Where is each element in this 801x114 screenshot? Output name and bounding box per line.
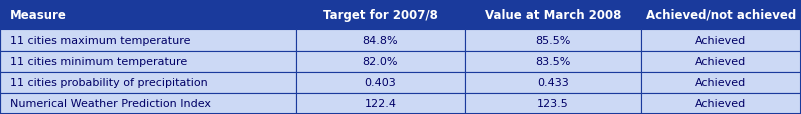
Bar: [465, 51, 641, 72]
Bar: [465, 93, 641, 114]
Text: 84.8%: 84.8%: [363, 36, 398, 46]
Text: Achieved: Achieved: [695, 57, 747, 67]
Text: Achieved/not achieved: Achieved/not achieved: [646, 9, 796, 22]
Text: 122.4: 122.4: [364, 99, 396, 109]
Bar: [641, 72, 801, 93]
Text: Measure: Measure: [10, 9, 66, 22]
Text: 0.403: 0.403: [364, 78, 396, 88]
Bar: [0, 72, 296, 93]
Bar: [641, 93, 801, 114]
Bar: [0, 0, 296, 30]
Text: 11 cities minimum temperature: 11 cities minimum temperature: [10, 57, 187, 67]
Text: 85.5%: 85.5%: [535, 36, 570, 46]
Text: Value at March 2008: Value at March 2008: [485, 9, 621, 22]
Bar: [296, 51, 465, 72]
Bar: [296, 0, 465, 30]
Bar: [0, 51, 296, 72]
Bar: [296, 72, 465, 93]
Text: Achieved: Achieved: [695, 36, 747, 46]
Text: 83.5%: 83.5%: [535, 57, 570, 67]
Text: 11 cities probability of precipitation: 11 cities probability of precipitation: [10, 78, 207, 88]
Text: 0.433: 0.433: [537, 78, 569, 88]
Bar: [465, 30, 641, 51]
Text: 123.5: 123.5: [537, 99, 569, 109]
Bar: [641, 0, 801, 30]
Text: 11 cities maximum temperature: 11 cities maximum temperature: [10, 36, 190, 46]
Bar: [641, 30, 801, 51]
Bar: [641, 51, 801, 72]
Text: Achieved: Achieved: [695, 99, 747, 109]
Text: Achieved: Achieved: [695, 78, 747, 88]
Bar: [0, 93, 296, 114]
Text: Numerical Weather Prediction Index: Numerical Weather Prediction Index: [10, 99, 211, 109]
Bar: [465, 0, 641, 30]
Bar: [296, 30, 465, 51]
Bar: [0, 30, 296, 51]
Text: 82.0%: 82.0%: [363, 57, 398, 67]
Bar: [296, 93, 465, 114]
Text: Target for 2007/8: Target for 2007/8: [323, 9, 438, 22]
Bar: [465, 72, 641, 93]
